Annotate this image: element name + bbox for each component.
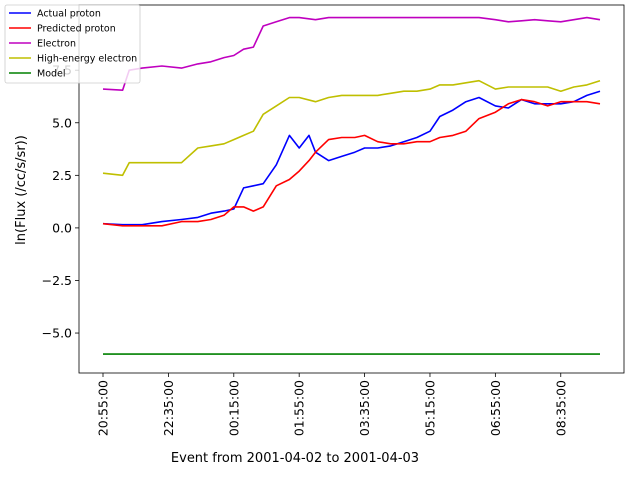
legend-label-high-energy-electron: High-energy electron	[37, 54, 137, 65]
legend-label-predicted-proton: Predicted proton	[37, 24, 116, 35]
x-tick-label: 00:15:00	[226, 380, 241, 436]
x-tick-label: 05:15:00	[423, 380, 438, 436]
x-tick-label: 06:55:00	[488, 380, 503, 436]
legend-label-actual-proton: Actual proton	[37, 9, 101, 20]
y-tick-label: −5.0	[42, 326, 72, 341]
y-tick-label: 0.0	[52, 220, 72, 235]
series-line-electron	[102, 16, 601, 91]
series-line-high-energy-electron	[102, 79, 601, 177]
x-tick-label: 22:35:00	[161, 380, 176, 436]
y-tick-label: −2.5	[42, 273, 72, 288]
legend: Actual proton Predicted proton Electron Hig…	[4, 4, 141, 84]
x-axis-label: Event from 2001-04-02 to 2001-04-03	[171, 451, 419, 466]
series-line-predicted-proton	[102, 98, 601, 227]
y-tick-label: 2.5	[52, 168, 72, 183]
x-tick-label: 01:55:00	[292, 380, 307, 436]
series-line-actual-proton	[102, 90, 601, 226]
series-layer	[102, 16, 601, 355]
legend-items: Actual proton Predicted proton Electron Hig…	[9, 9, 137, 80]
plot-area	[78, 4, 625, 374]
y-axis: −5.0−2.50.02.55.07.5	[42, 63, 79, 341]
y-tick-label: 5.0	[52, 115, 72, 130]
x-tick-label: 08:35:00	[553, 380, 568, 436]
legend-label-electron: Electron	[37, 39, 76, 50]
legend-box	[4, 4, 141, 84]
x-tick-label: 03:35:00	[357, 380, 372, 436]
x-tick-label: 20:55:00	[96, 380, 111, 436]
x-axis: 20:55:00 22:35:00 00:15:00 01:55:00 03:35:00…	[96, 373, 568, 436]
y-axis-label: ln(Flux (/cc/s/sr))	[14, 135, 29, 245]
legend-label-model: Model	[37, 69, 66, 80]
